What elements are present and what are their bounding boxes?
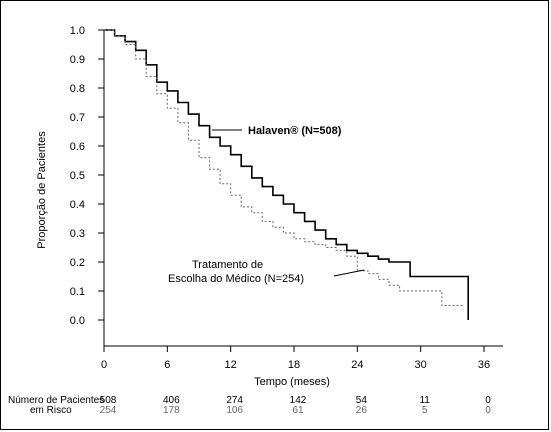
y-tick-label: 0.2 [70,257,85,269]
physician-choice-survival-curve [104,29,463,306]
y-tick-label: 0.6 [70,141,85,153]
x-tick-label: 0 [101,359,107,371]
risk-physician-count: 26 [356,405,368,416]
series-layer [104,29,469,320]
risk-physician-count: 254 [100,405,117,416]
risk-halaven-count: 274 [226,395,243,406]
risk-label-line2: em Risco [30,405,72,416]
risk-label-line1: Número de Pacientes [8,395,104,406]
physician-annotation-leader [333,269,365,277]
risk-physician-count: 61 [292,405,304,416]
y-tick-label: 0.1 [70,286,85,298]
y-tick-label: 0.3 [70,228,85,240]
x-tick-label: 24 [351,359,363,371]
y-tick-label: 0.8 [70,83,85,95]
risk-halaven-count: 11 [419,395,430,406]
y-tick-label: 0.9 [70,54,85,66]
y-axis-ticks: 0.0 0.1 0.2 0.3 0.4 0.5 0.6 0.7 0.8 0.9 1.0 [70,25,104,327]
risk-halaven-count: 142 [290,395,307,406]
physician-annotation-line2: Escolha do Médico (N=254) [168,273,304,285]
risk-physician-count: 106 [226,405,243,416]
risk-halaven-count: 508 [100,395,117,406]
risk-halaven-count: 406 [163,395,180,406]
halaven-annotation: Halaven® (N=508) [248,125,342,137]
y-tick-label: 1.0 [70,25,85,37]
x-tick-label: 12 [225,359,237,371]
risk-physician-count: 5 [422,405,428,416]
y-tick-label: 0.4 [70,199,85,211]
risk-physician-count: 178 [163,405,180,416]
x-axis-ticks: 0 6 12 18 24 30 36 [101,346,490,371]
y-tick-label: 0.0 [70,315,85,327]
risk-halaven-count: 0 [485,395,491,406]
x-tick-label: 18 [288,359,300,371]
risk-physician-count: 0 [485,405,491,416]
x-tick-label: 6 [164,359,170,371]
y-tick-label: 0.7 [70,112,85,124]
physician-annotation-line1: Tratamento de [192,259,263,271]
x-tick-label: 36 [478,359,490,371]
risk-halaven-count: 54 [356,395,368,406]
y-tick-label: 0.5 [70,170,85,182]
halaven-survival-curve [104,29,469,320]
x-tick-label: 30 [415,359,427,371]
y-axis-label: Proporção de Pacientes [36,131,48,249]
risk-table: 508 406 274 142 54 11 0 254 178 106 61 26 5 0 [100,395,492,416]
x-axis-label: Tempo (meses) [254,376,330,388]
